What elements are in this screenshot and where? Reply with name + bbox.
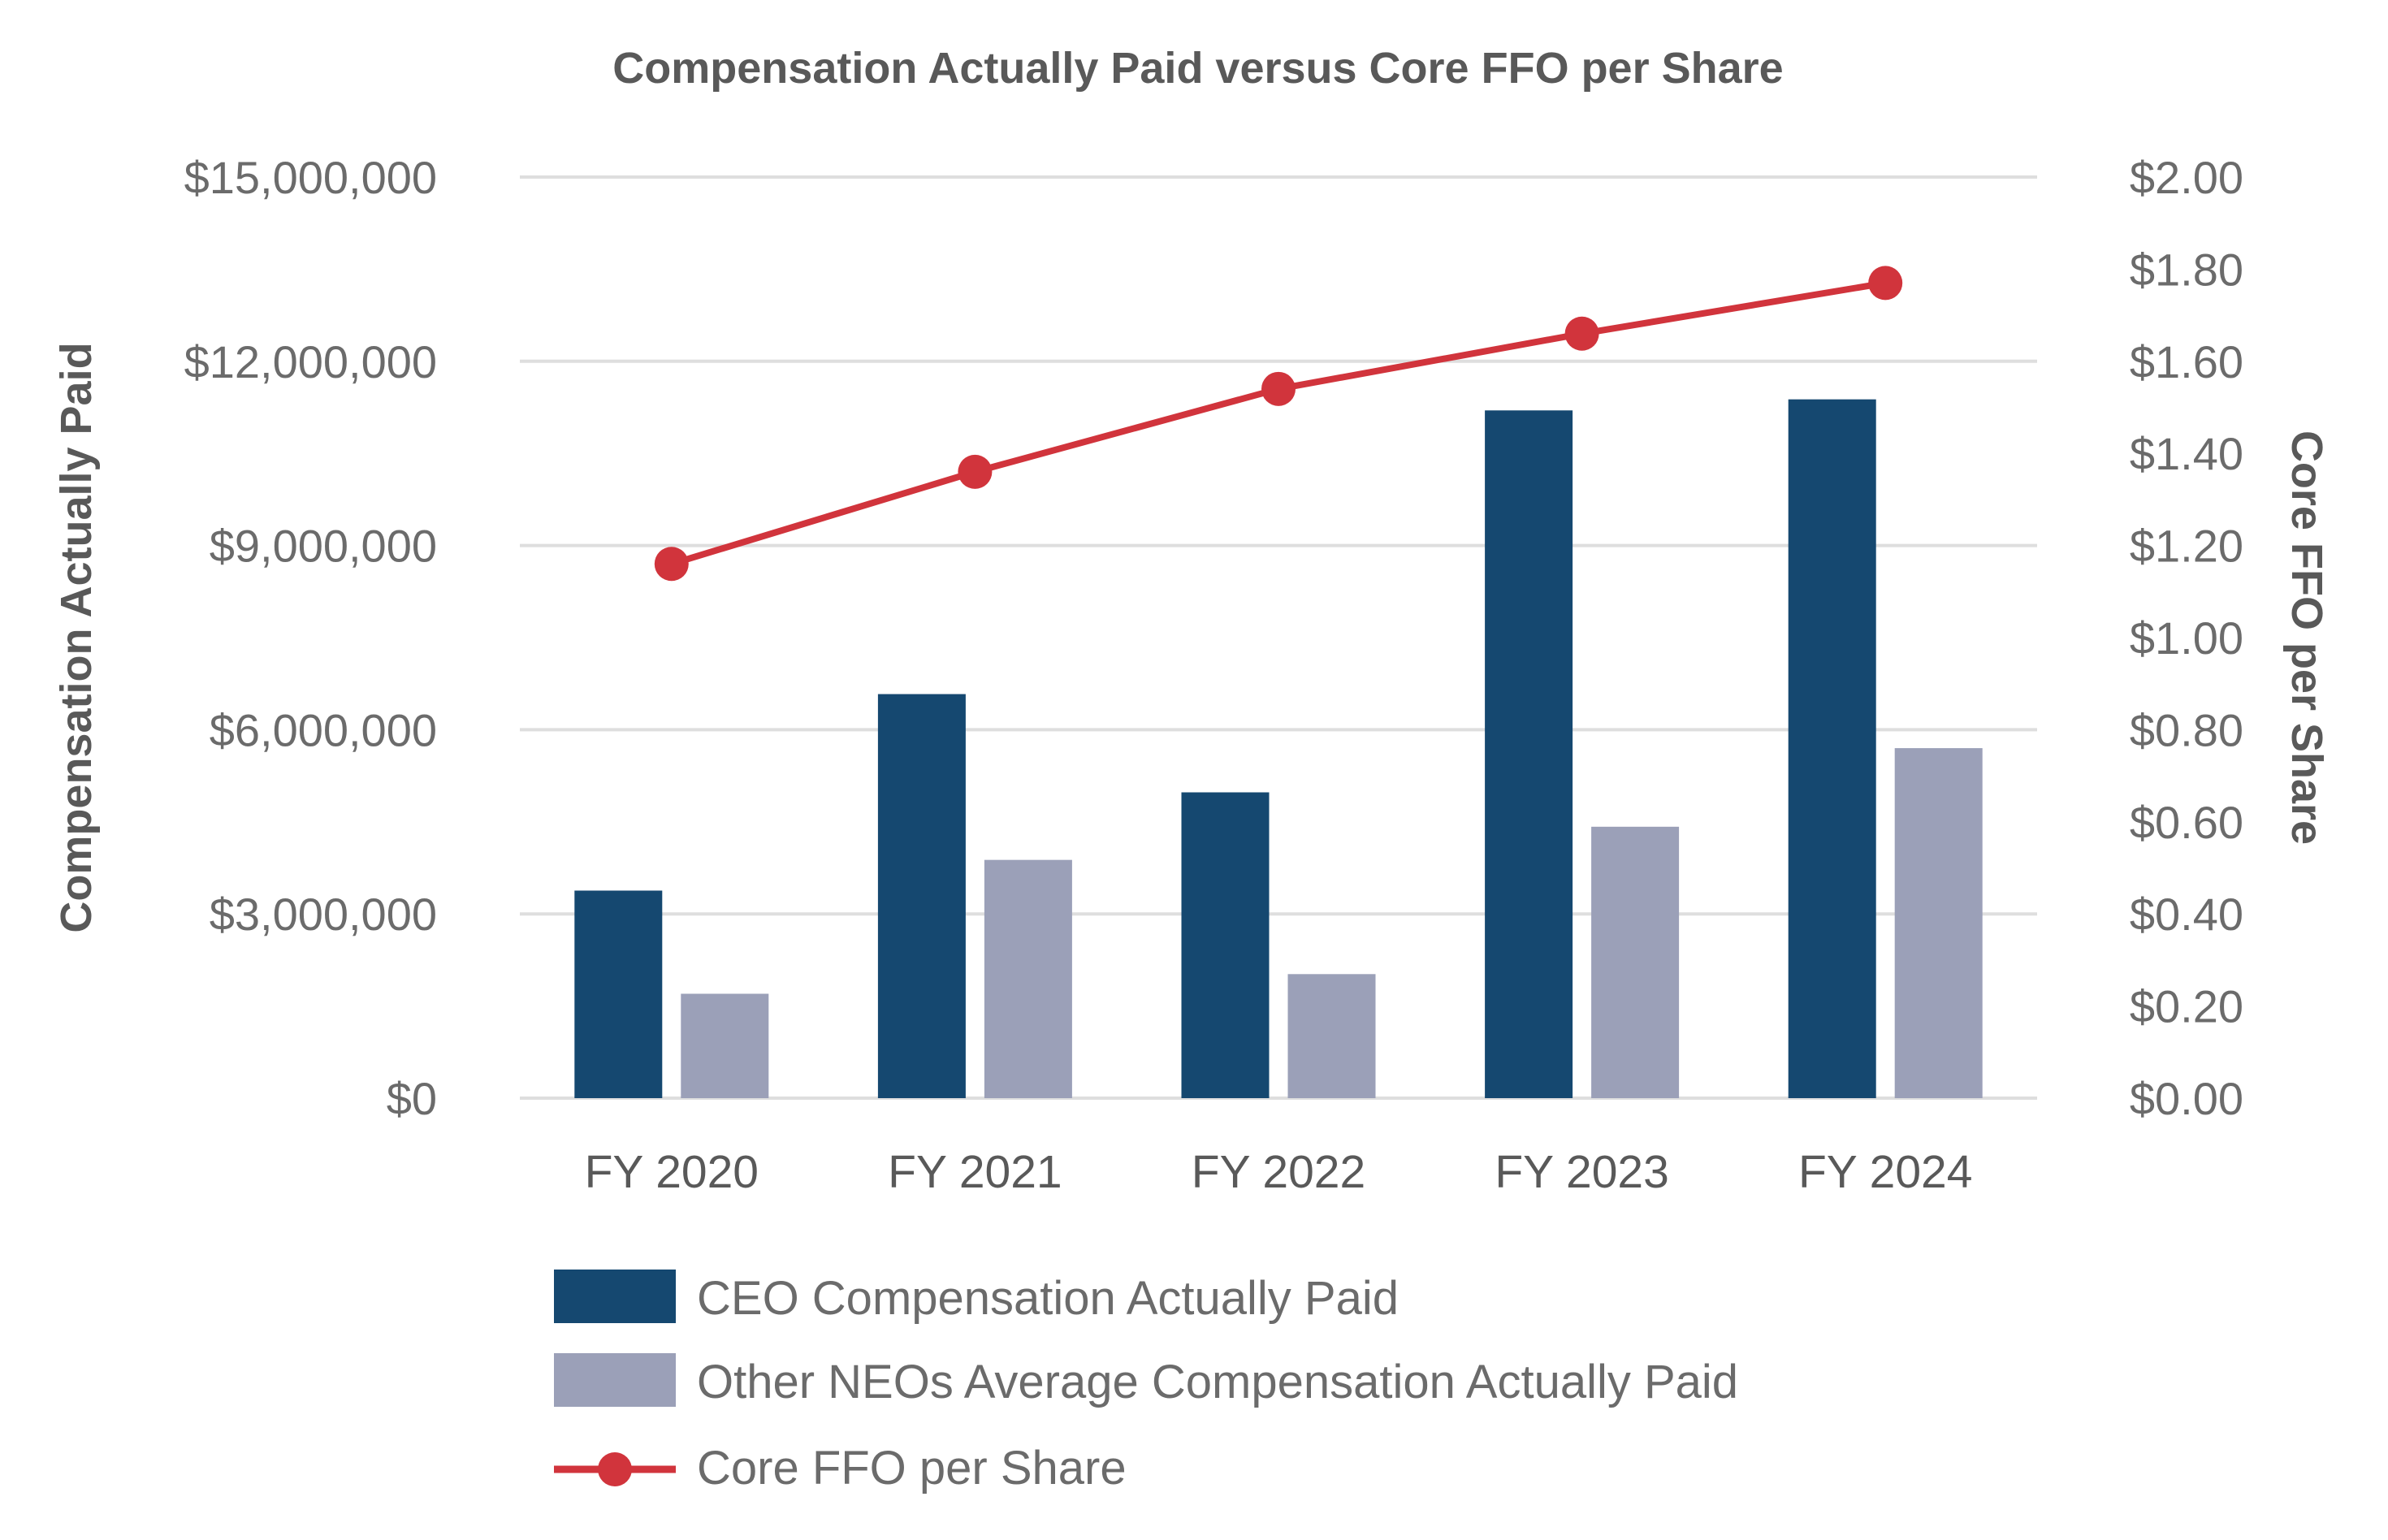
- other-neos-bar: [681, 993, 769, 1098]
- x-tick-label: FY 2023: [1495, 1146, 1668, 1198]
- y2-tick-label: $0.20: [2130, 981, 2243, 1032]
- legend-swatch-other-neos: [554, 1353, 676, 1407]
- legend-label-core-ffo: Core FFO per Share: [697, 1442, 1127, 1495]
- x-tick-label: FY 2020: [585, 1146, 759, 1198]
- core-ffo-point: [1261, 371, 1296, 406]
- legend: CEO Compensation Actually Paid Other NEO…: [554, 1270, 1738, 1495]
- ceo-bar: [1181, 792, 1270, 1098]
- ceo-bar: [1485, 410, 1573, 1098]
- ceo-bar: [877, 694, 966, 1098]
- line-series: [654, 266, 1903, 582]
- y-tick-label: $15,000,000: [184, 152, 437, 203]
- core-ffo-line: [670, 279, 1886, 568]
- right-axis-title: Core FFO per Share: [2282, 430, 2331, 845]
- y-tick-label: $9,000,000: [210, 521, 437, 572]
- category-labels: FY 2020 FY 2021 FY 2022 FY 2023 FY 2024: [585, 1146, 1973, 1198]
- y2-tick-label: $0.00: [2130, 1073, 2243, 1124]
- core-ffo-point: [1868, 266, 1903, 301]
- core-ffo-point: [654, 547, 689, 582]
- other-neos-bar: [984, 859, 1072, 1098]
- other-neos-bar: [1591, 826, 1680, 1098]
- y2-tick-label: $2.00: [2130, 152, 2243, 203]
- y-tick-label: $3,000,000: [210, 889, 437, 940]
- y2-tick-label: $0.60: [2130, 797, 2243, 848]
- bars: [574, 399, 1983, 1098]
- y2-tick-label: $1.60: [2130, 336, 2243, 387]
- left-axis-ticks: $0 $3,000,000 $6,000,000 $9,000,000 $12,000,…: [184, 152, 437, 1124]
- other-neos-bar: [1287, 974, 1376, 1098]
- gridlines: [520, 175, 2037, 1100]
- legend-marker-core-ffo: [598, 1452, 632, 1486]
- y2-tick-label: $0.40: [2130, 889, 2243, 940]
- y-tick-label: $6,000,000: [210, 704, 437, 755]
- other-neos-bar: [1894, 748, 1983, 1098]
- core-ffo-point: [958, 454, 993, 489]
- x-tick-label: FY 2021: [888, 1146, 1062, 1198]
- y2-tick-label: $1.40: [2130, 428, 2243, 479]
- left-axis-title: Compensation Actually Paid: [52, 342, 101, 932]
- legend-label-ceo: CEO Compensation Actually Paid: [697, 1272, 1399, 1325]
- legend-label-other-neos: Other NEOs Average Compensation Actually…: [697, 1356, 1738, 1408]
- core-ffo-point: [1564, 316, 1599, 351]
- y2-tick-label: $1.20: [2130, 521, 2243, 572]
- y2-tick-label: $0.80: [2130, 704, 2243, 755]
- x-tick-label: FY 2022: [1192, 1146, 1365, 1198]
- chart-title: Compensation Actually Paid versus Core F…: [612, 44, 1783, 93]
- y-tick-label: $12,000,000: [184, 336, 437, 387]
- ceo-bar: [574, 890, 663, 1098]
- y2-tick-label: $1.00: [2130, 612, 2243, 664]
- ceo-bar: [1788, 399, 1876, 1098]
- x-tick-label: FY 2024: [1798, 1146, 1972, 1198]
- legend-swatch-ceo: [554, 1270, 676, 1323]
- right-axis-ticks: $0.00 $0.20 $0.40 $0.60 $0.80 $1.00 $1.20 $1.40…: [2130, 152, 2243, 1124]
- y2-tick-label: $1.80: [2130, 244, 2243, 295]
- y-tick-label: $0: [387, 1073, 437, 1124]
